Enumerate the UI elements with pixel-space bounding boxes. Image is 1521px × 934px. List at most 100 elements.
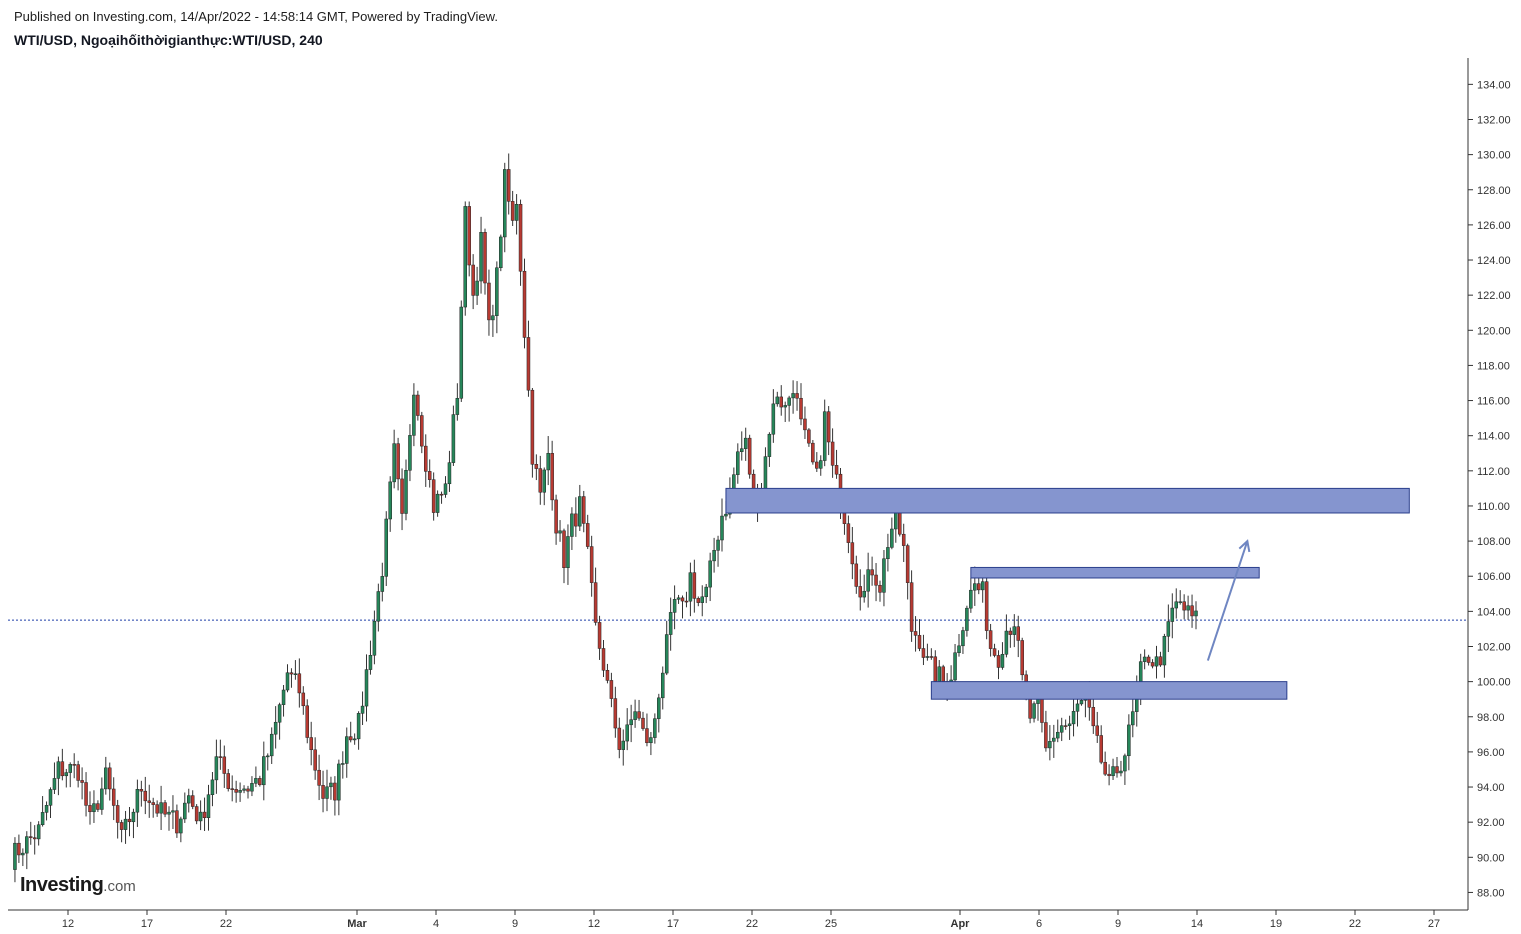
y-tick-label: 108.00 — [1477, 536, 1511, 548]
candle-body-up — [269, 733, 274, 757]
candle-body-up — [277, 704, 282, 723]
candle — [1166, 604, 1171, 653]
candle-body-up — [21, 852, 25, 856]
candle-body-down — [815, 461, 819, 469]
candle — [360, 691, 365, 726]
y-tick-label: 114.00 — [1477, 431, 1510, 443]
candle — [32, 825, 37, 855]
candle — [1071, 699, 1076, 737]
candle-body-down — [147, 800, 151, 803]
x-tick-label: 12 — [62, 918, 74, 930]
candle-body-up — [1186, 605, 1190, 611]
candle — [570, 507, 574, 550]
symbol-title: WTI/USD, Ngoạihốithờigianthực:WTI/USD, 2… — [14, 32, 323, 48]
candle-body-down — [333, 782, 337, 801]
x-tick-label: 14 — [1191, 918, 1203, 930]
candle — [455, 383, 460, 421]
candle — [171, 795, 175, 830]
candle — [854, 555, 859, 594]
candle-body-down — [992, 648, 997, 656]
candle-body-up — [566, 536, 570, 568]
zone-rectangle-1[interactable] — [725, 487, 1410, 514]
candle-body-down — [1099, 735, 1103, 763]
candle — [503, 162, 507, 253]
candle-body-up — [1127, 724, 1131, 757]
candle — [1158, 651, 1163, 667]
candle-body-down — [143, 790, 148, 802]
candle — [301, 686, 306, 715]
candle — [826, 406, 831, 456]
candle-body-down — [846, 523, 851, 543]
candle-body-down — [582, 496, 586, 524]
candle-body-down — [597, 622, 602, 649]
candle — [680, 595, 685, 619]
candle — [341, 751, 345, 779]
candle — [771, 389, 776, 443]
candle-body-up — [704, 586, 708, 598]
candle — [467, 201, 471, 277]
candle-body-down — [139, 789, 144, 792]
candle — [52, 762, 57, 795]
candle — [1162, 633, 1167, 678]
candle — [637, 699, 641, 721]
candle — [712, 537, 716, 573]
candle — [60, 748, 65, 781]
candle — [305, 699, 309, 744]
candle-body-down — [826, 411, 831, 443]
candle-body-up — [384, 518, 388, 577]
candle-body-down — [696, 598, 701, 603]
candle-body-up — [969, 589, 973, 609]
candle — [589, 535, 594, 597]
candle — [1067, 715, 1072, 740]
candle-body-up — [724, 513, 728, 517]
candle-body-up — [668, 612, 673, 635]
candle — [633, 699, 637, 728]
candle-body-down — [60, 761, 65, 777]
candle-body-down — [32, 837, 37, 840]
candle-body-down — [554, 499, 558, 534]
candle — [479, 216, 483, 294]
candle — [546, 436, 550, 486]
zone-rectangle-3[interactable] — [930, 681, 1288, 700]
candle-body-down — [641, 717, 645, 729]
candle — [929, 648, 934, 660]
candle — [901, 523, 906, 563]
candle-body-down — [988, 630, 993, 649]
candle-body-up — [1000, 653, 1005, 668]
candle-body-up — [783, 405, 787, 408]
candle — [388, 476, 392, 532]
candle — [25, 831, 29, 870]
candle-body-up — [1111, 766, 1115, 777]
candle-body-up — [293, 673, 298, 675]
candle-body-down — [1115, 766, 1119, 774]
x-tick-label: 12 — [588, 918, 600, 930]
candle-body-up — [285, 672, 290, 691]
candle-body-up — [822, 411, 827, 461]
candle-body-down — [487, 282, 491, 321]
candle — [621, 729, 625, 766]
candle-body-up — [629, 719, 633, 726]
y-tick-label: 124.00 — [1477, 255, 1511, 267]
candle — [767, 432, 772, 467]
candle — [155, 800, 159, 817]
candle-body-up — [68, 764, 72, 773]
candle — [80, 767, 84, 800]
candle — [364, 654, 369, 722]
candle-body-up — [266, 755, 270, 758]
candle — [214, 739, 219, 794]
candle-body-down — [127, 818, 132, 823]
candle — [803, 406, 807, 439]
candle-body-down — [901, 533, 906, 546]
candle — [92, 790, 96, 823]
candle-body-up — [352, 738, 357, 741]
candle — [127, 806, 132, 837]
candle-body-down — [1095, 725, 1099, 736]
candle — [190, 790, 195, 810]
candle — [597, 615, 602, 660]
zone-rectangle-2[interactable] — [970, 566, 1260, 579]
candle-body-up — [763, 456, 768, 494]
candle-body-up — [262, 756, 266, 786]
zones[interactable] — [725, 487, 1410, 700]
candle — [819, 455, 823, 476]
